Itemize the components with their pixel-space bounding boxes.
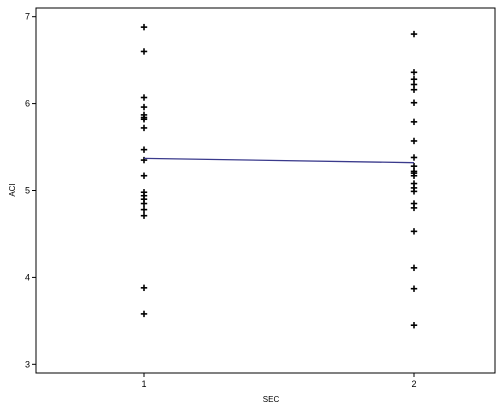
data-point [140, 206, 148, 213]
data-point [410, 228, 418, 235]
data-point [410, 204, 418, 212]
data-point [140, 116, 148, 123]
y-tick-label: 4 [25, 272, 30, 282]
series-2 [410, 30, 418, 329]
data-point [410, 172, 418, 179]
y-axis: 3 4 5 6 7 [25, 12, 36, 369]
data-point [410, 322, 418, 329]
data-point [410, 30, 418, 38]
data-point [410, 69, 418, 76]
data-point [140, 23, 148, 31]
points-layer [140, 23, 418, 329]
data-point [410, 86, 418, 93]
data-point [410, 137, 418, 145]
data-point [140, 103, 148, 111]
data-point [140, 310, 148, 318]
data-point [410, 154, 418, 161]
data-point [140, 124, 148, 132]
data-point [410, 285, 418, 292]
mean-line [143, 157, 415, 164]
data-point [140, 284, 148, 292]
x-axis-label: SEC [263, 395, 280, 404]
data-point [140, 172, 148, 179]
data-point [410, 99, 418, 106]
y-axis-label: ACI [8, 183, 17, 196]
data-point [140, 94, 148, 101]
y-tick-label: 3 [25, 359, 30, 369]
data-point [140, 146, 148, 153]
data-point [140, 48, 148, 55]
series-1 [140, 23, 148, 318]
data-point [410, 188, 418, 195]
y-tick-label: 6 [25, 99, 30, 109]
y-tick-label: 7 [25, 12, 30, 22]
data-point [410, 118, 418, 126]
x-tick-label: 1 [141, 379, 146, 389]
data-point [140, 212, 148, 219]
x-tick-label: 2 [411, 379, 416, 389]
data-point [140, 200, 148, 207]
plot-frame [35, 7, 496, 374]
data-point [410, 264, 418, 272]
data-point [140, 156, 148, 164]
y-tick-label: 5 [25, 186, 30, 196]
